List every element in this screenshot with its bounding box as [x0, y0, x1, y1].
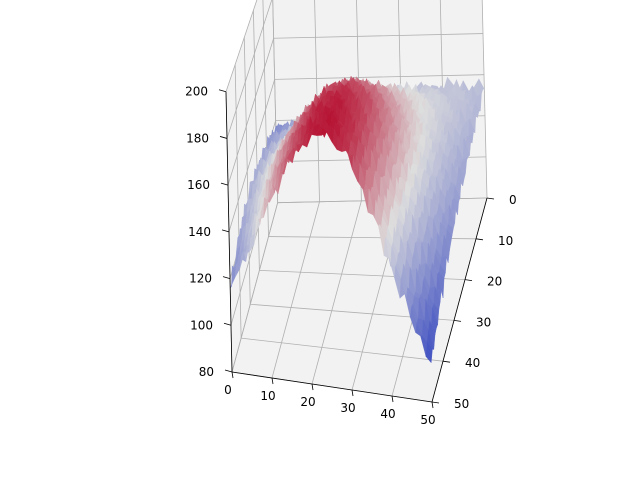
x-tick-label: 50	[420, 413, 435, 427]
x-tick-mark	[431, 401, 434, 409]
z-tick-label: 160	[187, 178, 210, 192]
y-tick-mark	[475, 238, 484, 241]
y-tick-mark	[453, 320, 462, 322]
surface-mesh	[230, 75, 485, 364]
x-tick-mark	[351, 389, 354, 397]
grid-left-z-180	[226, 0, 273, 139]
y-tick-mark	[464, 279, 473, 281]
z-tick-label: 100	[190, 318, 213, 332]
y-tick-label: 40	[465, 356, 480, 370]
z-tick-label: 80	[199, 365, 214, 379]
x-tick-label: 0	[224, 383, 232, 397]
grid-floor-x-10	[271, 201, 320, 379]
grid-floor-x-20	[311, 200, 362, 385]
tick-labels: 0 10 20 30 40 50 0 10 20 30 40 50 80 100 120 140 160 180 2…	[185, 85, 517, 427]
y-tick-mark	[486, 197, 495, 200]
y-tick-mark	[431, 401, 440, 404]
grid-left-z-200	[225, 0, 258, 92]
z-tick-mark	[221, 229, 230, 233]
y-tick-mark	[442, 360, 451, 363]
z-tick-mark	[219, 136, 228, 139]
y-tick-label: 10	[498, 234, 513, 248]
grid-back-z-140	[274, 74, 485, 80]
y-tick-label: 50	[454, 397, 469, 411]
z-tick-label: 200	[185, 85, 208, 99]
z-tick-label: 120	[189, 272, 212, 286]
z-tick-mark	[220, 182, 229, 186]
x-tick-mark	[231, 371, 234, 379]
y-tick-label: 0	[509, 193, 517, 207]
x-axis-line	[231, 371, 433, 403]
z-tick-mark	[218, 89, 227, 93]
x-tick-label: 20	[300, 395, 315, 409]
z-tick-mark	[223, 322, 232, 326]
grid-left-z-160	[227, 38, 275, 186]
surface-facet	[425, 341, 433, 364]
x-tick-mark	[391, 395, 394, 403]
y-axis-line	[431, 197, 488, 403]
y-tick-label: 30	[476, 315, 491, 329]
x-tick-label: 40	[380, 407, 395, 421]
z-tick-label: 140	[188, 225, 211, 239]
z-tick-label: 180	[186, 131, 209, 145]
y-tick-label: 20	[487, 275, 502, 289]
z-tick-mark	[222, 276, 231, 279]
z-tick-mark	[224, 369, 233, 373]
grid-left-z-80	[231, 202, 279, 373]
grid-floor-y-40	[241, 337, 444, 362]
grid-left-z-140	[228, 79, 276, 232]
x-tick-label: 30	[340, 401, 355, 415]
grid-back-z-160	[273, 33, 484, 39]
x-tick-mark	[271, 377, 274, 385]
x-tick-label: 10	[260, 389, 275, 403]
x-tick-mark	[311, 383, 314, 391]
